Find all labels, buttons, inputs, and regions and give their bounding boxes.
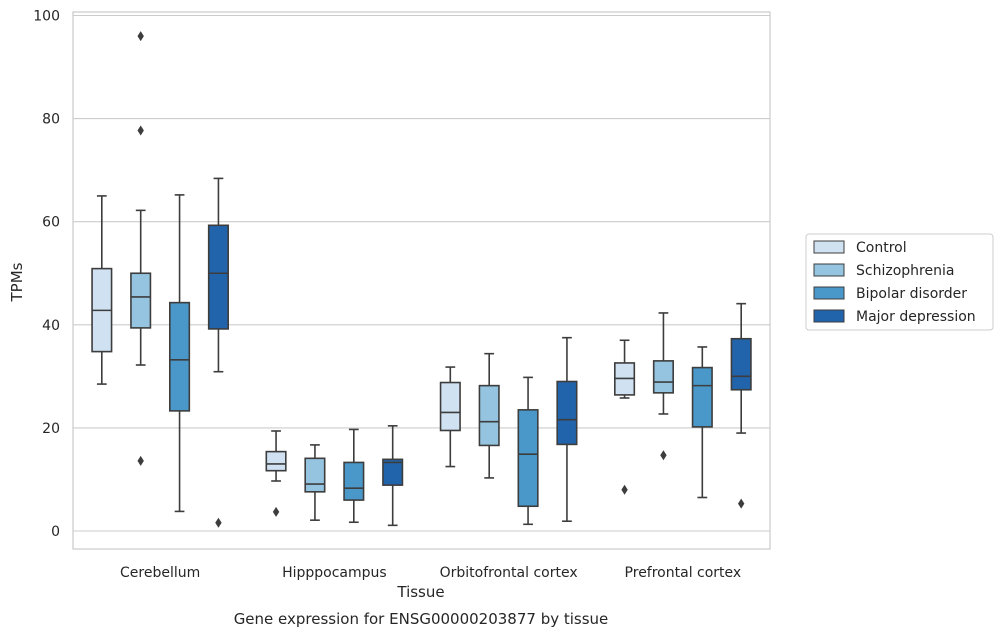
box-body (652, 360, 674, 394)
box-body (343, 461, 365, 501)
outlier-point (660, 450, 667, 461)
box-3-3 (730, 302, 752, 509)
box-1-2 (343, 428, 365, 524)
box-0-3 (207, 177, 229, 528)
box-1-3 (382, 425, 404, 527)
x-tick-label: Prefrontal cortex (625, 565, 742, 581)
x-tick-label: Orbitofrontal cortex (440, 565, 578, 581)
box-body (556, 380, 578, 446)
legend-label: Control (856, 240, 907, 256)
outlier-point (215, 517, 222, 528)
y-tick-label: 20 (42, 421, 60, 437)
box-body (304, 457, 326, 493)
outlier-point (621, 484, 628, 495)
box-body (691, 366, 713, 428)
box-body (207, 224, 229, 330)
y-tick-label: 40 (42, 318, 60, 334)
box-body (517, 409, 539, 508)
outlier-point (137, 455, 144, 466)
box-body (130, 272, 152, 329)
box-3-2 (691, 346, 713, 499)
outlier-point (272, 506, 280, 517)
outlier-point (737, 498, 745, 509)
box-2-3 (556, 336, 578, 523)
y-tick-label: 80 (42, 112, 60, 128)
legend-label: Major depression (856, 309, 976, 325)
legend-swatch (813, 309, 845, 323)
x-tick-label: Hipppocampus (282, 565, 387, 581)
box-3-0 (614, 339, 636, 495)
x-tick-label: Cerebellum (120, 565, 200, 581)
box-0-1 (130, 31, 152, 466)
outlier-point (137, 125, 144, 136)
box-body (478, 384, 500, 447)
box-0-0 (91, 195, 113, 385)
box-3-1 (652, 312, 674, 461)
box-body (439, 381, 461, 432)
box-2-1 (478, 352, 500, 479)
y-tick-label: 100 (33, 9, 60, 25)
box-2-0 (439, 366, 461, 468)
boxes (91, 31, 752, 528)
plot-frame (72, 11, 771, 550)
chart-caption: Gene expression for ENSG00000203877 by t… (234, 610, 609, 628)
legend-label: Bipolar disorder (856, 286, 967, 302)
legend-swatch (813, 240, 845, 254)
box-2-2 (517, 376, 539, 526)
box-body (730, 337, 752, 391)
legend-swatch (813, 286, 845, 300)
y-axis: 0 20 40 60 80 100 (33, 9, 60, 541)
y-tick-label: 60 (42, 215, 60, 231)
legend-swatch (813, 263, 845, 277)
y-tick-label: 0 (51, 524, 60, 540)
y-axis-title: TPMs (8, 262, 26, 302)
x-axis: Cerebellum Hipppocampus Orbitofrontal cort… (120, 565, 741, 581)
legend-label: Schizophrenia (856, 263, 954, 279)
x-axis-title: Tissue (396, 583, 444, 601)
box-body (382, 458, 404, 486)
outlier-point (137, 31, 144, 42)
box-0-2 (169, 194, 191, 513)
box-body (265, 450, 287, 472)
legend: Control Schizophrenia Bipolar disorder Majo… (805, 233, 994, 331)
legend-frame (805, 233, 994, 331)
box-1-1 (304, 444, 326, 521)
box-body (169, 301, 191, 412)
box-1-0 (265, 430, 287, 517)
